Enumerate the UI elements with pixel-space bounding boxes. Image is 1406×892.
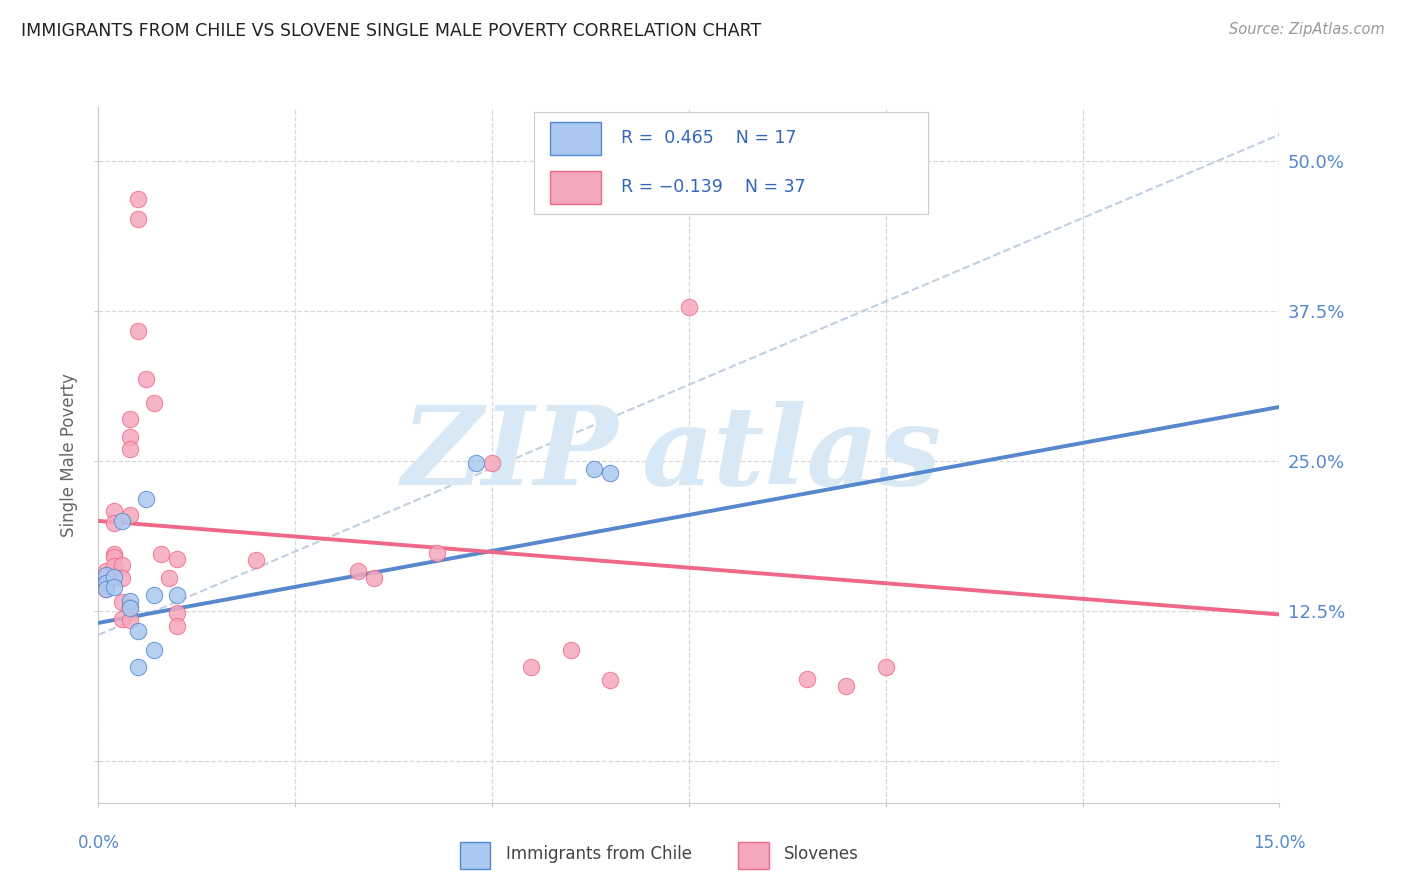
- Y-axis label: Single Male Poverty: Single Male Poverty: [60, 373, 79, 537]
- Point: [118, 442, 141, 456]
- Bar: [460, 842, 491, 869]
- Point: [103, 548, 125, 562]
- Point: [103, 570, 125, 584]
- Point: [166, 588, 188, 602]
- Point: [103, 516, 125, 531]
- Point: [599, 673, 621, 688]
- Point: [166, 607, 188, 621]
- Point: [560, 643, 582, 657]
- Point: [127, 660, 149, 674]
- Text: ZIP: ZIP: [402, 401, 619, 508]
- Point: [426, 546, 449, 560]
- Point: [875, 660, 897, 674]
- Point: [127, 193, 149, 207]
- Point: [96, 576, 118, 591]
- Point: [118, 430, 141, 444]
- Point: [142, 588, 165, 602]
- Bar: [550, 171, 602, 204]
- Point: [465, 456, 488, 470]
- Point: [135, 492, 157, 507]
- Text: Source: ZipAtlas.com: Source: ZipAtlas.com: [1229, 22, 1385, 37]
- Point: [796, 672, 818, 686]
- Point: [520, 660, 543, 674]
- Text: Immigrants from Chile: Immigrants from Chile: [506, 845, 692, 863]
- Point: [96, 564, 118, 578]
- Point: [103, 504, 125, 518]
- Point: [103, 559, 125, 574]
- Point: [142, 643, 165, 657]
- Text: R =  0.465    N = 17: R = 0.465 N = 17: [621, 129, 796, 147]
- Point: [347, 564, 370, 578]
- Point: [111, 558, 134, 573]
- Point: [481, 456, 503, 470]
- Point: [678, 301, 700, 315]
- Point: [111, 514, 134, 528]
- Text: IMMIGRANTS FROM CHILE VS SLOVENE SINGLE MALE POVERTY CORRELATION CHART: IMMIGRANTS FROM CHILE VS SLOVENE SINGLE …: [21, 22, 761, 40]
- Point: [599, 466, 621, 480]
- Point: [103, 549, 125, 564]
- Point: [96, 582, 118, 597]
- Point: [118, 594, 141, 608]
- Point: [127, 324, 149, 338]
- Point: [96, 567, 118, 582]
- Point: [127, 624, 149, 639]
- Text: Slovenes: Slovenes: [785, 845, 859, 863]
- Point: [157, 572, 180, 586]
- Text: R = −0.139    N = 37: R = −0.139 N = 37: [621, 178, 806, 196]
- Point: [118, 412, 141, 426]
- Point: [96, 570, 118, 584]
- Point: [245, 553, 267, 567]
- Point: [166, 552, 188, 566]
- Point: [111, 572, 134, 586]
- Point: [118, 600, 141, 615]
- Point: [118, 601, 141, 615]
- Point: [111, 595, 134, 609]
- Text: 0.0%: 0.0%: [77, 834, 120, 852]
- Point: [127, 211, 149, 226]
- Point: [118, 614, 141, 628]
- Point: [142, 396, 165, 410]
- Bar: [738, 842, 769, 869]
- Point: [103, 580, 125, 594]
- Bar: [550, 122, 602, 154]
- Point: [135, 372, 157, 386]
- Point: [96, 576, 118, 591]
- Point: [111, 612, 134, 626]
- Point: [583, 462, 606, 476]
- Point: [363, 572, 385, 586]
- Text: 15.0%: 15.0%: [1253, 834, 1306, 852]
- Point: [166, 619, 188, 633]
- Point: [835, 680, 858, 694]
- Text: atlas: atlas: [641, 401, 942, 508]
- Point: [150, 548, 173, 562]
- Point: [96, 582, 118, 597]
- Point: [118, 508, 141, 522]
